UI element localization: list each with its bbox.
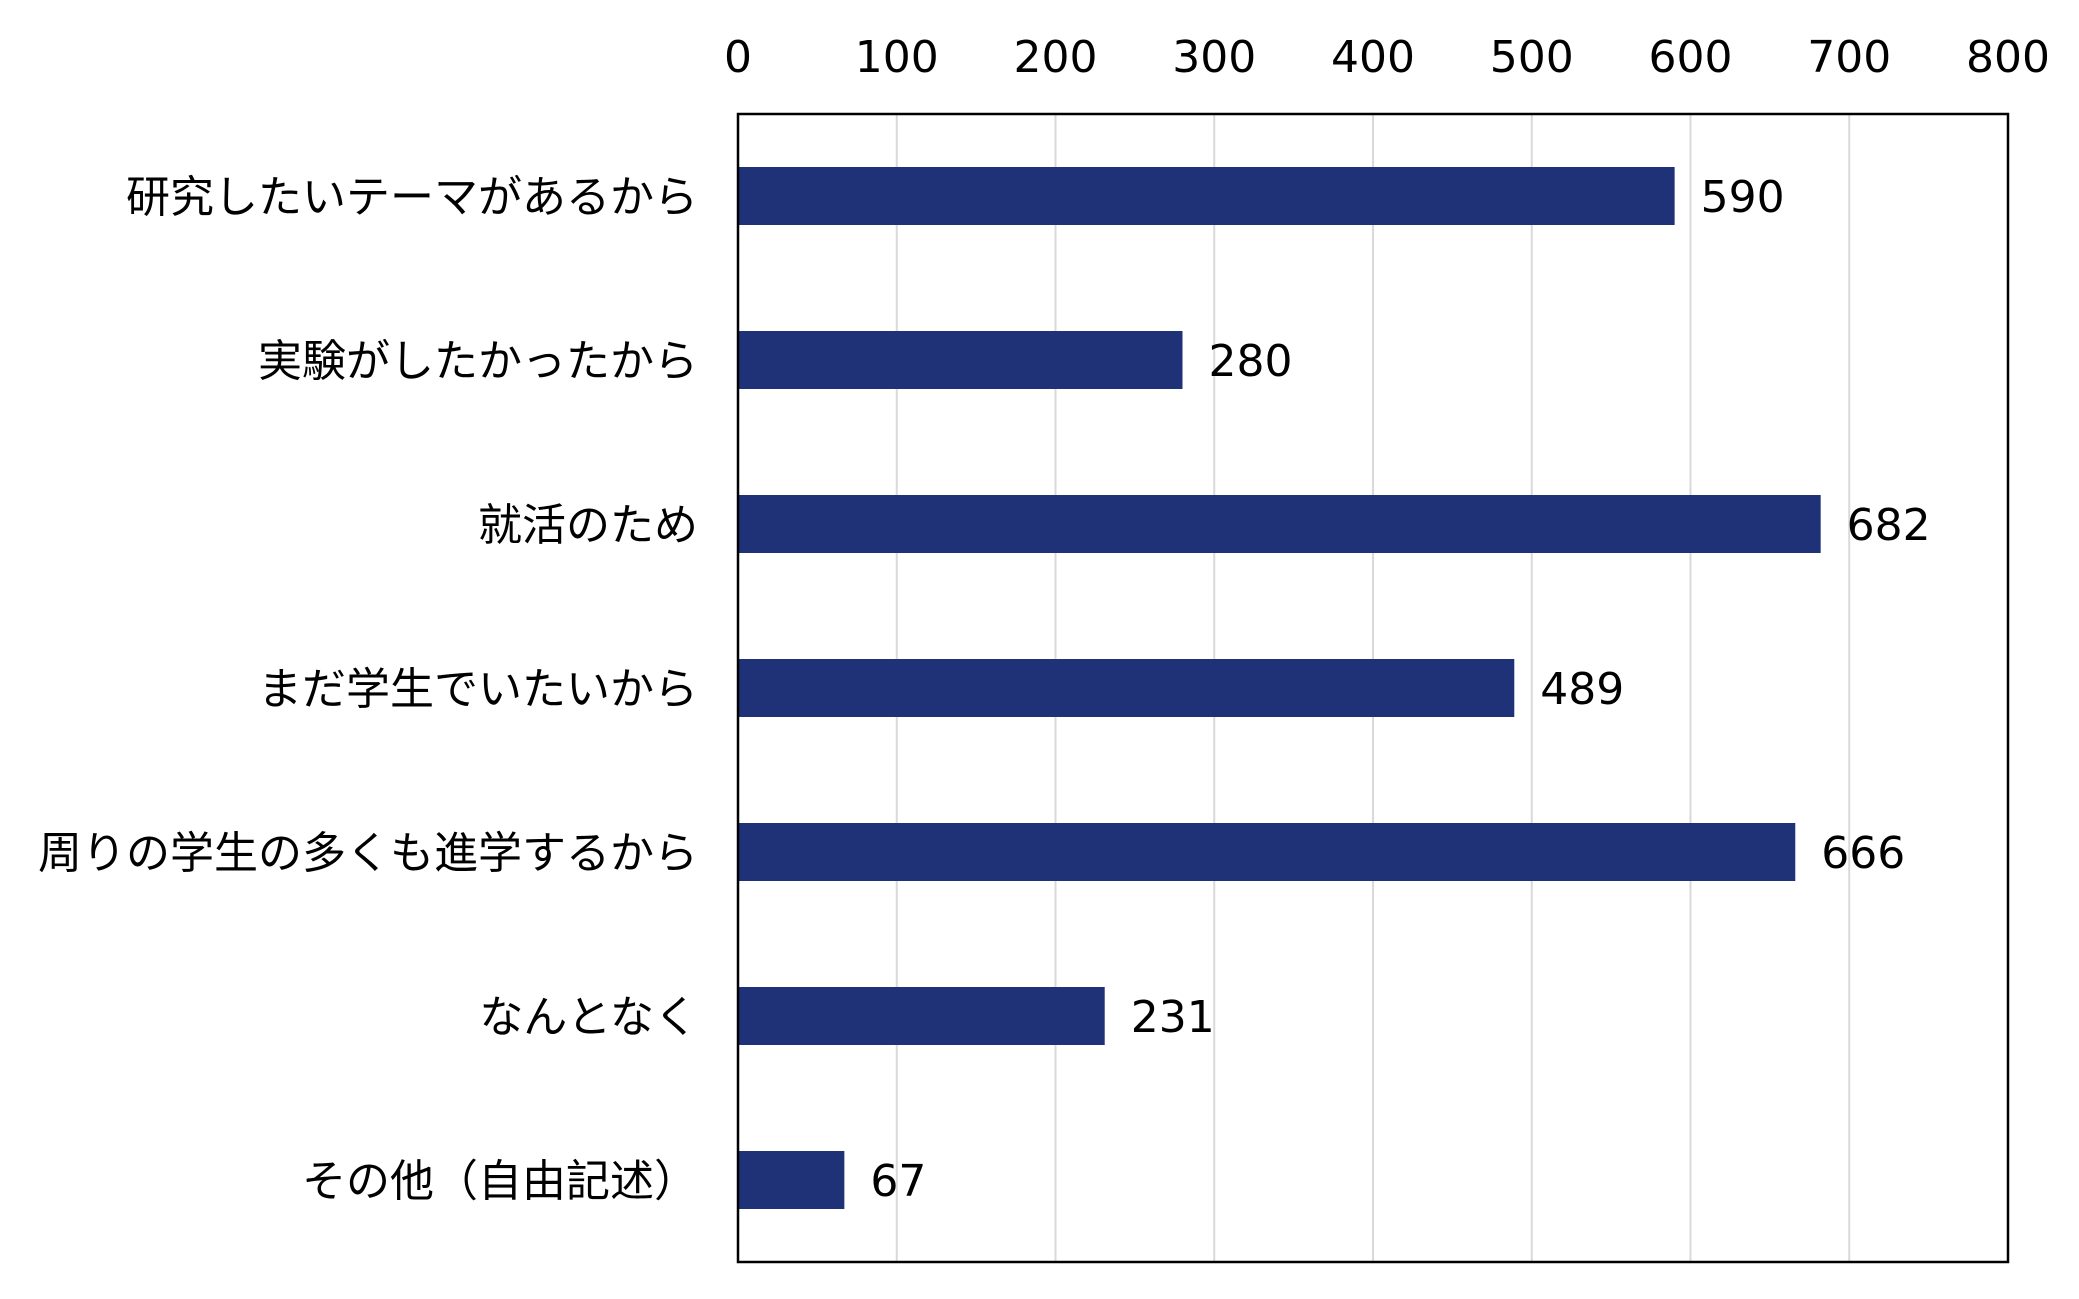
x-tick-label: 700	[1807, 32, 1891, 83]
bars	[738, 167, 1821, 1209]
category-label: その他（自由記述）	[302, 1156, 698, 1207]
category-label: 就活のため	[478, 500, 698, 551]
data-label: 280	[1209, 336, 1293, 387]
x-tick-label: 200	[1014, 32, 1098, 83]
category-label: 実験がしたかったから	[258, 336, 698, 387]
bar	[738, 495, 1821, 553]
x-tick-label: 800	[1966, 32, 2050, 83]
category-label: 周りの学生の多くも進学するから	[38, 828, 698, 879]
bar	[738, 167, 1675, 225]
x-tick-label: 100	[855, 32, 939, 83]
bar	[738, 659, 1515, 717]
bar	[738, 1151, 845, 1209]
data-labels: 590 280 682 489 666 231 67	[870, 172, 1930, 1207]
x-axis-ticks: 0 100 200 300 400 500 600 700 800	[724, 32, 2050, 83]
x-tick-label: 300	[1172, 32, 1256, 83]
data-label: 489	[1540, 664, 1624, 715]
data-label: 666	[1821, 828, 1905, 879]
category-label: 研究したいテーマがあるから	[126, 172, 698, 223]
category-label: なんとなく	[479, 992, 698, 1043]
x-tick-label: 400	[1331, 32, 1415, 83]
data-label: 67	[870, 1156, 926, 1207]
data-label: 590	[1701, 172, 1785, 223]
category-labels: 研究したいテーマがあるから実験がしたかったから就活のためまだ学生でいたいから周り…	[38, 172, 698, 1207]
x-tick-label: 600	[1649, 32, 1733, 83]
bar	[738, 331, 1183, 389]
data-label: 231	[1131, 992, 1215, 1043]
category-label: まだ学生でいたいから	[258, 664, 698, 715]
bar	[738, 823, 1796, 881]
x-tick-label: 0	[724, 32, 752, 83]
x-tick-label: 500	[1490, 32, 1574, 83]
bar	[738, 987, 1105, 1045]
plot-area-border	[736, 112, 2010, 1264]
data-label: 682	[1847, 500, 1931, 551]
